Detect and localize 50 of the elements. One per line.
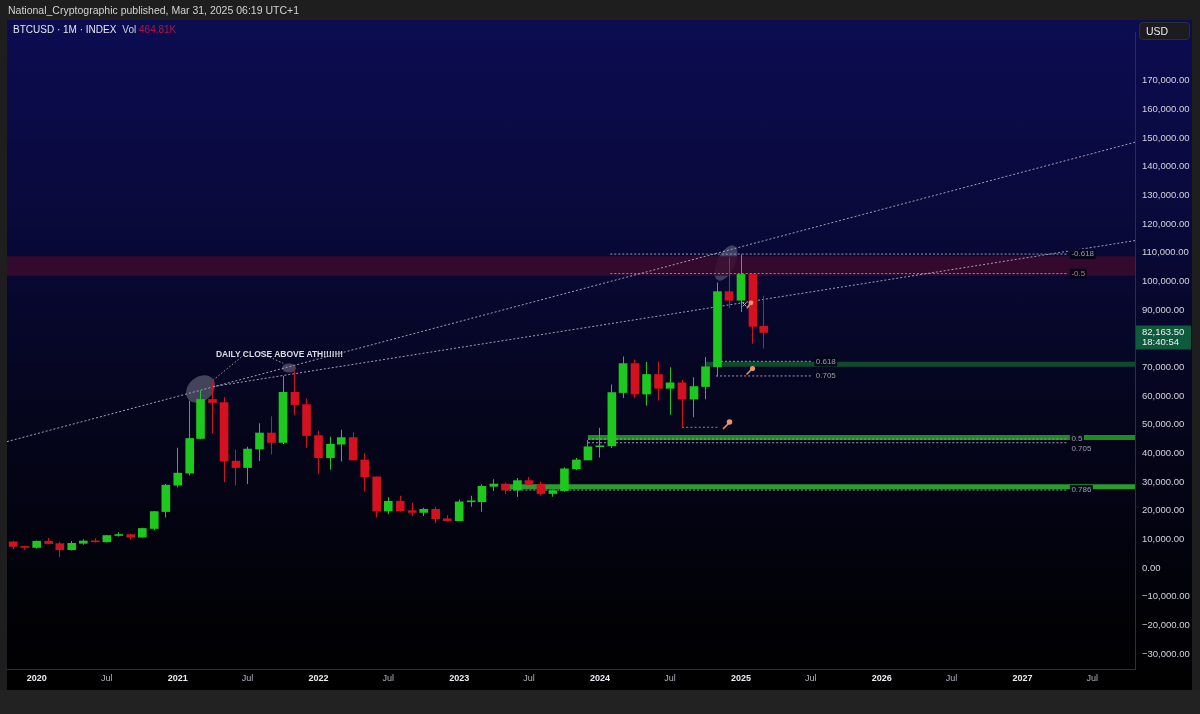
y-tick-label: −10,000.00 — [1142, 590, 1190, 602]
x-tick-label: 2023 — [449, 672, 470, 683]
x-tick-label: 2025 — [730, 672, 752, 683]
series-label: -0.618 — [1071, 249, 1095, 259]
y-tick-label: 120,000.00 — [1142, 217, 1190, 229]
y-tick-label: 130,000.00 — [1142, 188, 1190, 200]
y-tick-label: −20,000.00 — [1142, 619, 1190, 631]
y-tick-label: 30,000.00 — [1142, 475, 1185, 487]
y-tick-label: 160,000.00 — [1142, 102, 1190, 114]
y-axis-title: USD — [1139, 22, 1190, 40]
text: 82,163.50 — [1142, 326, 1185, 338]
chart-title: BTCUSD · 1M · INDEX — [13, 24, 117, 35]
x-tick-label: Jul — [241, 672, 254, 683]
y-tick-label: 90,000.00 — [1142, 303, 1185, 315]
x-tick-label: Jul — [523, 672, 535, 683]
x-tick-label: Jul — [101, 672, 113, 683]
y-tick-label: 0.00 — [1142, 561, 1161, 573]
x-tick-label: 2021 — [167, 672, 188, 683]
x-tick-label: 2027 — [1012, 672, 1033, 683]
y-tick-label: 40,000.00 — [1142, 446, 1185, 458]
x-tick-label: 2022 — [308, 672, 329, 683]
series-label: 0.786 — [1071, 485, 1092, 495]
x-tick-label: 2024 — [589, 672, 610, 683]
annotation: DAILY CLOSE ABOVE ATH!!!!!!! — [215, 349, 344, 360]
y-tick-label: 140,000.00 — [1142, 160, 1190, 172]
series-label: 0.705 — [1071, 444, 1092, 454]
chart-subtitle: Vol 464.81K — [122, 24, 177, 35]
series-label: 0.618 — [815, 356, 837, 366]
text: National_Cryptographic published, Mar 31, 2025 06:19 UTC+1 — [8, 4, 299, 16]
x-tick-label: Jul — [382, 672, 395, 683]
series-label: 0.705 — [815, 371, 837, 381]
y-tick-label: 170,000.00 — [1142, 74, 1190, 86]
y-tick-label: 10,000.00 — [1142, 533, 1185, 545]
y-tick-label: 70,000.00 — [1142, 360, 1185, 372]
y-tick-label: 60,000.00 — [1142, 389, 1185, 401]
x-tick-label: Jul — [945, 672, 958, 683]
y-tick-label: 20,000.00 — [1142, 504, 1185, 516]
y-tick-label: 100,000.00 — [1142, 274, 1190, 286]
y-tick-label: 150,000.00 — [1142, 131, 1190, 143]
x-tick-label: Jul — [1086, 672, 1098, 683]
y-tick-label: −30,000.00 — [1142, 647, 1190, 659]
x-tick-label: Jul — [805, 672, 817, 683]
series-label: 0.5 — [1071, 434, 1084, 444]
text: 18:40:54 — [1142, 336, 1179, 348]
series-label: -0.5 — [1071, 268, 1086, 278]
x-tick-label: Jul — [664, 672, 676, 683]
y-tick-label: 50,000.00 — [1142, 418, 1185, 430]
x-tick-label: 2026 — [871, 672, 892, 683]
x-tick-label: 2020 — [26, 672, 47, 683]
y-tick-label: 110,000.00 — [1142, 246, 1189, 258]
